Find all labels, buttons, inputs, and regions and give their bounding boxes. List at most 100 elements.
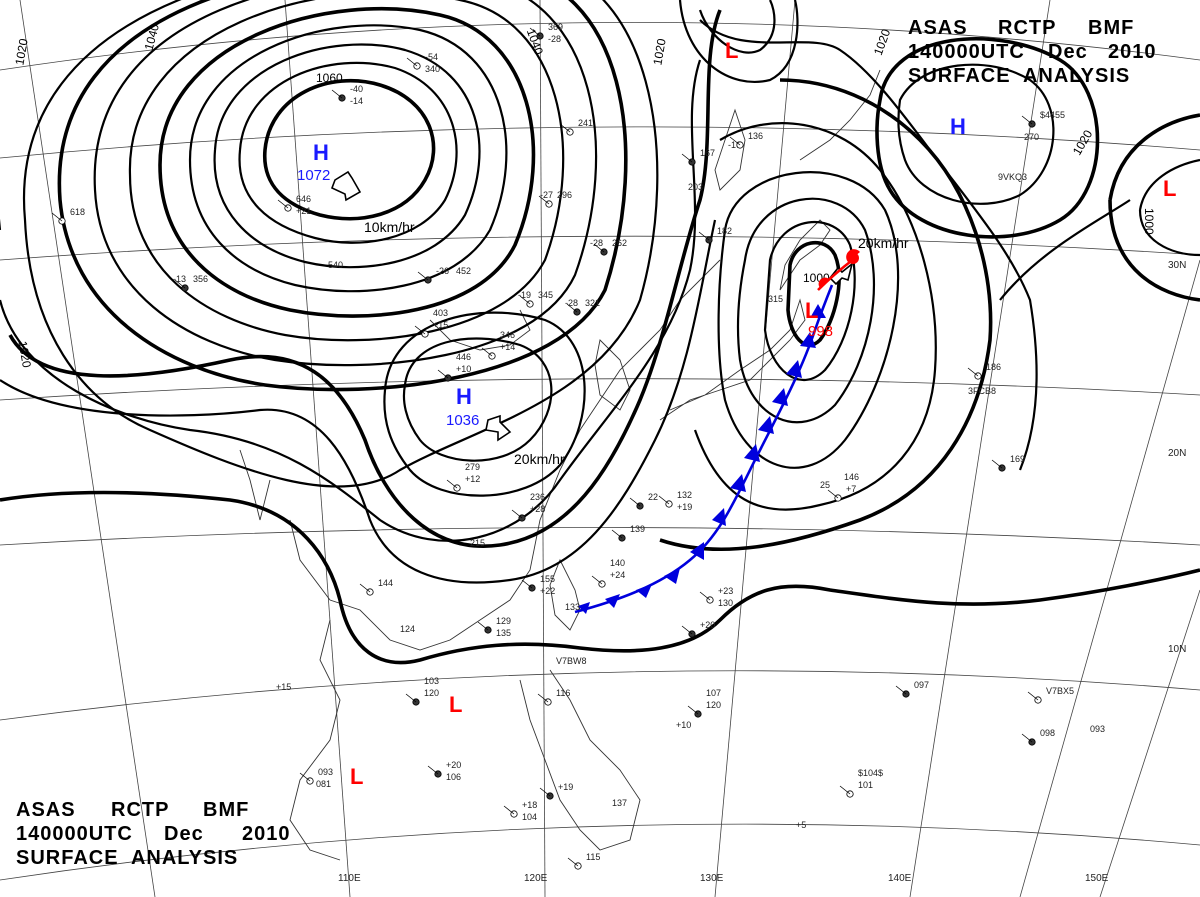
station-label: +12: [465, 474, 480, 484]
station-label: 28: [0, 0, 10, 2]
station-label: 345: [538, 290, 553, 300]
header-line-2: 140000UTC Dec 2010: [16, 822, 291, 846]
arrow-icon: [330, 170, 362, 202]
wind-barb-icon: [991, 459, 1003, 469]
station-label: +15: [433, 320, 448, 330]
header-title: SURFACE ANALYSIS: [908, 65, 1131, 87]
station-label: 315: [768, 294, 783, 304]
isobar-label: 1000: [1142, 208, 1156, 235]
lat-label-10n: 10N: [1168, 644, 1186, 655]
station-label: +15: [276, 682, 291, 692]
station-label: 340: [425, 64, 440, 74]
wind-barb-icon: [51, 212, 63, 222]
station-label: +10: [456, 364, 471, 374]
station-label: 137: [612, 798, 627, 808]
station-label: 452: [456, 266, 471, 276]
high-pressure-value: 1072: [297, 167, 330, 184]
wind-barb-icon: [593, 243, 605, 253]
wind-barb-icon: [405, 693, 417, 703]
wind-barb-icon: [567, 857, 579, 867]
wind-barb-icon: [437, 369, 449, 379]
wind-barb-icon: [539, 787, 551, 797]
station-label: -28: [565, 298, 578, 308]
station-label: 155: [540, 574, 555, 584]
station-label: 107: [706, 688, 721, 698]
station-label: 262: [612, 238, 627, 248]
low-pressure-symbol: L: [350, 764, 363, 789]
wind-barb-icon: [895, 685, 907, 695]
station-label: 3FCB8: [968, 386, 996, 396]
station-label: +18: [522, 800, 537, 810]
isobar-label: 1020: [650, 37, 668, 66]
station-label: 120: [706, 700, 721, 710]
wind-barb-icon: [529, 27, 541, 37]
low-pressure-symbol: L: [725, 38, 738, 63]
station-label: -40: [350, 84, 363, 94]
station-label: 140: [610, 558, 625, 568]
lon-label-150e: 150E: [1085, 873, 1109, 884]
isobars: [0, 0, 1200, 665]
station-label: 369: [548, 22, 563, 32]
wind-barb-icon: [591, 575, 603, 585]
station-label: 540: [328, 260, 343, 270]
station-label: +24: [610, 570, 625, 580]
wind-barb-icon: [729, 136, 741, 146]
station-label: 093: [1090, 724, 1105, 734]
wind-barb-icon: [446, 479, 458, 489]
station-label: 241: [578, 118, 593, 128]
station-label: 104: [522, 812, 537, 822]
wind-barb-icon: [681, 625, 693, 635]
movement-label: 20km/hr: [514, 451, 565, 467]
station-label: +28: [530, 504, 545, 514]
header-line-2: 140000UTC Dec 2010: [908, 40, 1157, 64]
station-label: $104$: [858, 768, 883, 778]
movement-arrows: 10km/hr 20km/hr 20km/hr: [330, 170, 909, 467]
station-label: +10: [676, 720, 691, 730]
station-label: 081: [316, 779, 331, 789]
station-label: 106: [446, 772, 461, 782]
movement-label: 10km/hr: [364, 219, 415, 235]
wind-barb-icon: [331, 89, 343, 99]
wind-barb-icon: [687, 705, 699, 715]
station-label: 346: [500, 330, 515, 340]
wind-barb-icon: [1021, 115, 1033, 125]
station-label: +5: [796, 820, 806, 830]
station-label: 618: [70, 207, 85, 217]
station-label: +19: [677, 502, 692, 512]
header-center-code: ASAS: [908, 17, 968, 39]
wind-barb-icon: [519, 295, 531, 305]
lon-label-120e: 120E: [524, 873, 548, 884]
isobar-label: 1020: [15, 340, 33, 369]
station-label: +20: [446, 760, 461, 770]
wind-barb-icon: [511, 509, 523, 519]
fronts: [574, 249, 860, 614]
station-label: -13: [173, 274, 186, 284]
header-center-code: ASAS: [16, 799, 76, 821]
station-label: 144: [378, 578, 393, 588]
lat-label-20n: 20N: [1168, 448, 1186, 459]
station-label: 403: [433, 308, 448, 318]
station-label: 321: [585, 298, 600, 308]
station-label: -16: [728, 140, 741, 150]
wind-barb-icon: [1021, 733, 1033, 743]
wind-barb-icon: [277, 199, 289, 209]
station-label: 101: [858, 780, 873, 790]
wind-barb-icon: [477, 621, 489, 631]
isobar-label: 1040: [142, 22, 163, 52]
station-label: V7BX5: [1046, 686, 1074, 696]
station-label: 646: [296, 194, 311, 204]
station-label: +7: [846, 484, 856, 494]
station-label: 133: [565, 602, 580, 612]
station-label: 186: [986, 362, 1001, 372]
station-label: 9VKQ3: [998, 172, 1027, 182]
header-bottom: ASAS RCTP BMF 140000UTC Dec 2010 SURFACE ANA…: [16, 798, 291, 870]
wind-barb-icon: [503, 805, 515, 815]
station-label: 115: [586, 852, 600, 862]
wind-barb-icon: [417, 271, 429, 281]
wind-barb-icon: [537, 693, 549, 703]
station-label: 116: [556, 688, 570, 698]
station-label: V7BW8: [556, 656, 587, 666]
station-label: 124: [400, 624, 415, 634]
movement-label: 20km/hr: [858, 235, 909, 251]
